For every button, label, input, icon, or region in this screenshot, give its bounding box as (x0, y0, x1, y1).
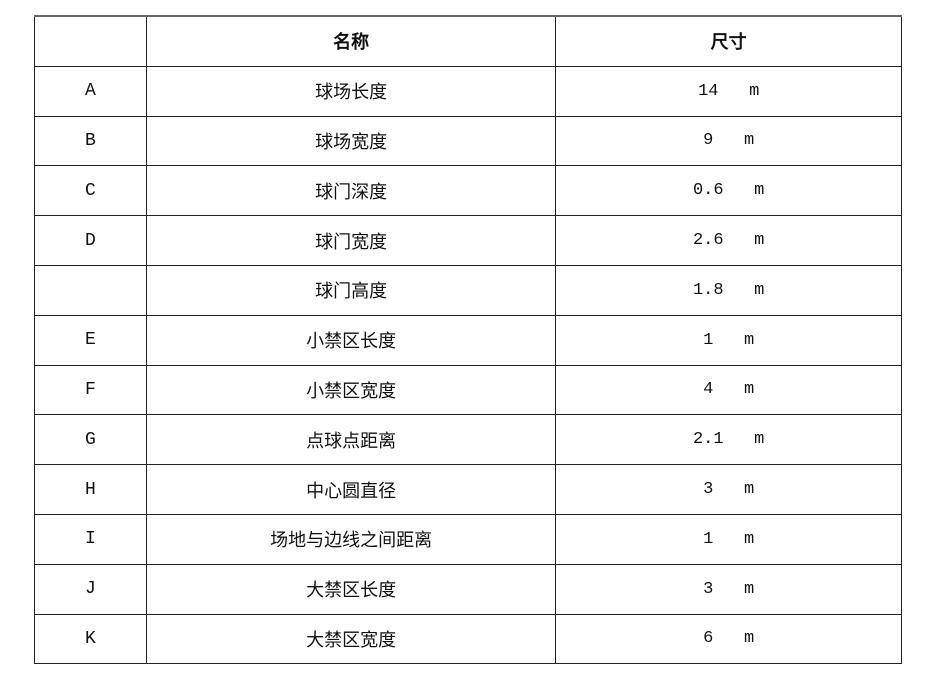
row-label: D (34, 215, 147, 266)
row-name: 球门高度 (145, 264, 557, 316)
size-unit: m (754, 430, 765, 450)
size-unit: m (743, 480, 755, 500)
table-header-row: 名称 尺寸 (34, 14, 902, 67)
table-row: E 小禁区长度 1 m (34, 314, 902, 366)
row-size: 1.8 m (555, 264, 902, 316)
size-value: 6 (703, 629, 714, 649)
row-label: B (34, 115, 147, 167)
row-label: I (34, 513, 147, 565)
size-unit: m (749, 81, 760, 101)
row-label: G (34, 414, 147, 466)
size-value: 2.1 (692, 430, 724, 450)
row-label: H (34, 464, 147, 515)
row-name: 球门宽度 (145, 215, 557, 266)
size-unit: m (743, 629, 755, 649)
header-name: 名称 (145, 14, 557, 67)
size-value: 9 (703, 131, 714, 151)
row-label: J (34, 563, 147, 615)
size-unit: m (743, 529, 755, 549)
row-size: 9 m (555, 115, 902, 167)
size-unit: m (754, 181, 765, 201)
size-unit: m (743, 380, 755, 400)
table-row: G 点球点距离 2.1 m (34, 414, 902, 466)
table-row: F 小禁区宽度 4 m (34, 364, 902, 416)
row-name: 中心圆直径 (145, 464, 557, 515)
size-unit: m (754, 231, 765, 251)
row-size: 6 m (555, 613, 902, 665)
row-label: K (34, 613, 147, 665)
table-row: C 球门深度 0.6 m (34, 165, 902, 217)
row-label (34, 264, 147, 316)
size-unit: m (743, 330, 755, 350)
row-size: 14 m (555, 65, 902, 117)
row-size: 3 m (555, 464, 902, 515)
size-value: 0.6 (692, 181, 724, 201)
row-label: F (34, 364, 147, 416)
table-row: K 大禁区宽度 6 m (34, 613, 902, 665)
row-name: 小禁区长度 (145, 314, 557, 366)
row-name: 球门深度 (145, 165, 557, 217)
row-label: C (34, 165, 147, 217)
row-name: 球场宽度 (145, 115, 557, 167)
row-name: 点球点距离 (145, 414, 557, 466)
size-value: 4 (703, 380, 714, 400)
size-unit: m (754, 280, 765, 300)
row-size: 2.6 m (555, 215, 902, 266)
row-name: 小禁区宽度 (145, 364, 557, 416)
header-label (34, 14, 147, 67)
table-row: J 大禁区长度 3 m (34, 563, 902, 615)
table-row: D 球门宽度 2.6 m (34, 215, 902, 266)
size-value: 3 (703, 480, 714, 500)
row-label: A (34, 65, 147, 117)
size-value: 1.8 (692, 280, 724, 300)
row-name: 大禁区长度 (145, 563, 557, 615)
size-unit: m (743, 131, 755, 151)
table-row: H 中心圆直径 3 m (34, 464, 902, 515)
row-name: 场地与边线之间距离 (145, 513, 557, 565)
row-label: E (34, 314, 147, 366)
size-value: 1 (703, 330, 714, 350)
size-value: 14 (698, 81, 719, 101)
size-value: 2.6 (692, 231, 724, 251)
size-value: 3 (703, 579, 714, 599)
table-row: I 场地与边线之间距离 1 m (34, 513, 902, 565)
size-value: 1 (703, 529, 714, 549)
row-name: 球场长度 (145, 65, 557, 117)
row-size: 1 m (555, 314, 902, 366)
size-unit: m (743, 579, 755, 599)
row-size: 3 m (555, 563, 902, 615)
table-row: B 球场宽度 9 m (34, 115, 902, 167)
row-size: 2.1 m (555, 414, 902, 466)
row-size: 1 m (555, 513, 902, 565)
row-name: 大禁区宽度 (145, 613, 557, 665)
header-size: 尺寸 (555, 14, 902, 67)
table-row: A 球场长度 14 m (34, 65, 902, 117)
table-row: 球门高度 1.8 m (34, 264, 902, 316)
row-size: 4 m (555, 364, 902, 416)
row-size: 0.6 m (555, 165, 902, 217)
